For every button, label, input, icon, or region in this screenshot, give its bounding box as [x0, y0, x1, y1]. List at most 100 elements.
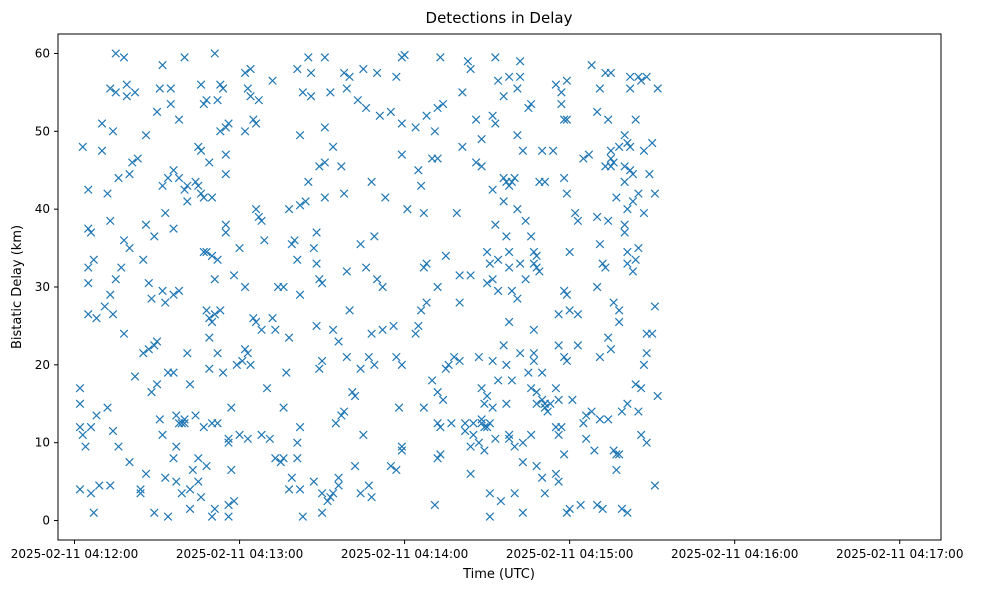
- data-point: [317, 489, 327, 498]
- data-point: [337, 162, 346, 171]
- data-point: [356, 489, 365, 498]
- data-point: [620, 162, 629, 171]
- data-point: [152, 337, 162, 346]
- data-point: [328, 325, 338, 335]
- data-point: [515, 57, 525, 66]
- data-point: [298, 88, 308, 97]
- data-point: [106, 216, 115, 226]
- data-point: [317, 508, 327, 517]
- data-point: [114, 442, 123, 451]
- data-point: [482, 391, 492, 401]
- data-point: [573, 216, 583, 226]
- data-point: [636, 76, 646, 85]
- data-point: [100, 302, 109, 311]
- data-point: [389, 321, 398, 331]
- data-point: [224, 434, 233, 444]
- data-point: [433, 387, 442, 397]
- data-point: [634, 189, 643, 198]
- data-point: [210, 274, 220, 284]
- data-point: [460, 426, 470, 436]
- data-point: [334, 473, 343, 482]
- data-point: [590, 446, 599, 455]
- data-point: [147, 294, 156, 303]
- data-point: [603, 216, 613, 226]
- data-point: [532, 387, 541, 397]
- data-point: [502, 360, 511, 370]
- data-point: [518, 438, 528, 447]
- data-point: [650, 189, 660, 198]
- data-point: [199, 247, 209, 257]
- data-point: [251, 119, 261, 128]
- data-point: [466, 469, 475, 479]
- data-point: [86, 422, 96, 432]
- y-tick-label: 40: [35, 202, 50, 216]
- data-point: [224, 512, 233, 521]
- data-point: [183, 348, 192, 358]
- y-tick-label: 20: [35, 358, 50, 372]
- data-point: [309, 477, 319, 486]
- data-point: [293, 64, 302, 74]
- data-point: [623, 247, 632, 257]
- data-point: [628, 267, 638, 276]
- data-point: [466, 442, 475, 451]
- x-tick-label: 2025-02-11 04:14:00: [341, 547, 468, 561]
- data-point: [348, 387, 357, 397]
- data-point: [427, 376, 437, 385]
- data-point: [331, 419, 341, 428]
- data-point: [609, 298, 618, 307]
- data-point: [169, 368, 178, 377]
- data-point: [166, 84, 176, 93]
- data-point: [361, 103, 371, 113]
- data-point: [433, 282, 442, 292]
- data-point: [378, 282, 387, 292]
- data-point: [543, 407, 552, 416]
- data-point: [227, 465, 236, 475]
- data-point: [488, 356, 497, 366]
- data-point: [141, 130, 151, 140]
- data-point: [249, 313, 258, 323]
- data-point: [416, 306, 426, 315]
- data-point: [169, 290, 178, 300]
- data-point: [493, 76, 503, 85]
- data-point: [251, 317, 261, 327]
- data-point: [284, 333, 294, 342]
- data-point: [251, 204, 261, 214]
- data-point: [86, 228, 96, 237]
- data-point: [108, 426, 118, 436]
- data-point: [581, 411, 591, 420]
- data-point: [337, 411, 346, 420]
- data-point: [636, 383, 646, 393]
- data-point: [205, 158, 214, 167]
- data-point: [480, 422, 489, 432]
- data-point: [623, 259, 632, 268]
- data-point: [240, 127, 250, 136]
- data-point: [224, 119, 233, 128]
- data-point: [136, 485, 145, 494]
- data-point: [488, 185, 497, 194]
- data-point: [639, 146, 649, 155]
- data-point: [397, 150, 407, 159]
- data-point: [524, 368, 533, 377]
- data-point: [592, 212, 602, 222]
- data-point: [603, 115, 613, 124]
- data-point: [130, 88, 140, 97]
- data-point: [499, 197, 508, 206]
- data-point: [128, 158, 137, 167]
- data-point: [279, 403, 288, 412]
- data-point: [205, 333, 214, 342]
- data-point: [339, 407, 349, 416]
- data-point: [92, 313, 101, 323]
- data-point: [623, 399, 632, 408]
- data-point: [606, 162, 616, 171]
- data-point: [199, 422, 209, 432]
- data-point: [111, 274, 120, 284]
- data-point: [378, 325, 387, 335]
- data-point: [617, 407, 627, 416]
- data-point: [364, 481, 374, 490]
- data-point: [441, 251, 451, 261]
- data-point: [499, 341, 508, 350]
- data-point: [474, 438, 484, 447]
- data-point: [108, 127, 118, 136]
- data-point: [169, 166, 178, 175]
- data-point: [216, 80, 225, 89]
